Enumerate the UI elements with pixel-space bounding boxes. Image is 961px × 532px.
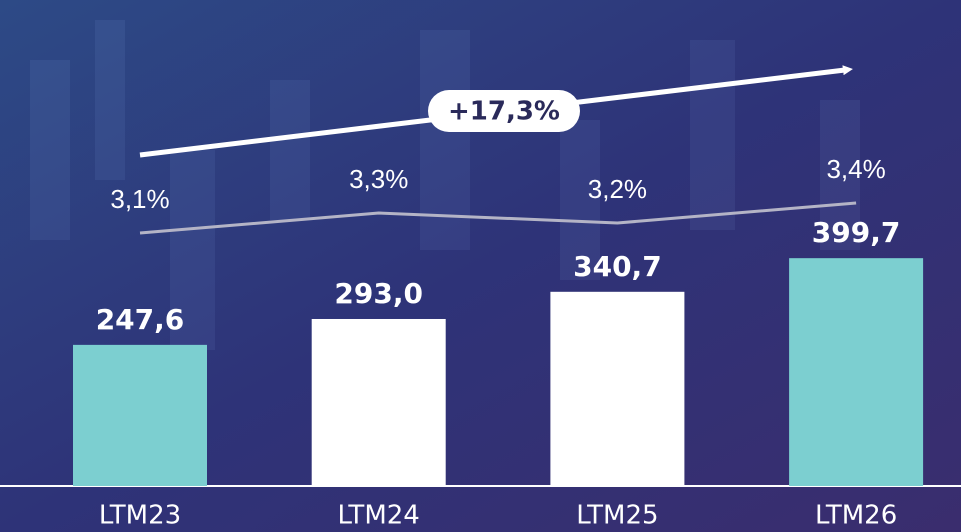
line-value-label: 3,1% <box>110 184 169 214</box>
x-tick-label: LTM26 <box>815 501 897 531</box>
bar <box>73 344 207 486</box>
bar <box>789 258 924 486</box>
annotation-pill <box>428 90 580 132</box>
bar <box>311 318 446 486</box>
background-candles <box>30 20 860 350</box>
x-tick-label: LTM23 <box>99 501 181 531</box>
annotation: +17,3% <box>448 97 560 127</box>
line <box>139 201 857 235</box>
bar <box>550 291 685 486</box>
x-tick-label: LTM24 <box>338 501 420 531</box>
bar-value-label: 293,0 <box>334 277 423 310</box>
line-value-label: 3,3% <box>349 164 408 194</box>
line-value-label: 3,4% <box>826 154 885 184</box>
bar-value-label: 340,7 <box>573 250 662 283</box>
bar-value-label: 399,7 <box>812 216 901 249</box>
x-tick-label: LTM25 <box>576 501 658 531</box>
line-value-label: 3,2% <box>588 174 647 204</box>
bar-value-label: 247,6 <box>96 303 185 336</box>
